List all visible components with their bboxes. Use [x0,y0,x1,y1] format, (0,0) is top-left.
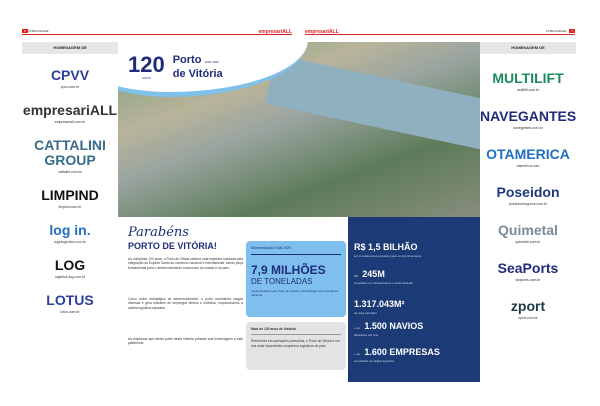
header-right: empresariALL 7 PUBLICIDADE [305,29,575,35]
article-heading: PORTO DE VITÓRIA! [128,241,217,251]
sponsor-logo: OTAMERICA otamerica.com [480,146,576,169]
stat-note: atracados por ano [354,333,379,337]
history-box: Mais de 120 anos de história Referência … [246,322,346,370]
highlight-note: movimentadas pelo Porto de Vitória, cons… [251,289,338,297]
sponsor-logo-mark: LIMPIND [41,187,99,203]
stat-note: envolvidas na cadeia logística [354,359,394,363]
sponsor-url: cpvv.com.br [60,85,80,89]
script-heading: Parabéns [128,225,189,240]
title-line1: Porto [172,54,202,66]
sponsor-url: poseidonseguros.com.br [508,202,548,206]
sponsor-url: seaports.com.br [515,278,541,282]
left-sidebar: HOMENAGEM DE CPVV cpvv.com.br empresariALL… [22,42,118,384]
sponsor-logo: NAVEGANTES navegantes.com.br [480,108,577,131]
page-number: 6 [22,29,28,33]
header-rule [22,34,292,35]
sponsor-logo-mark: log in. [49,222,91,238]
stat-value: R$ 1,5 BILHÃO [354,242,418,252]
sponsor-url: otamerica.com [516,164,540,168]
sponsor-logo: Quimetal quimetal.com.br [480,222,576,245]
sponsor-url: cattalini.com.br [58,170,82,174]
main-feature: 120 ANOS Porto 1906-2026 de Vitória Para… [118,42,480,382]
brand-label: empresariALL [258,29,292,35]
article-paragraph: Ao completar 120 anos, o Porto de Vitóri… [128,257,243,270]
title-years: 1906-2026 [204,60,219,64]
sponsor-logo: Poseidon poseidonseguros.com.br [480,184,576,207]
sponsor-logo-mark: zport [510,298,546,314]
sponsor-logo-mark: NAVEGANTES [480,108,577,124]
stat-value: 1.600 EMPRESAS [364,347,440,357]
stat-item: 1.317.043M² de área portuária [354,294,405,316]
sponsor-url: zport.com.br [518,316,538,320]
stat-value: 245M [362,269,385,279]
sponsor-logo: SeaPorts seaports.com.br [480,260,576,283]
stat-prefix: + de [354,352,360,356]
sponsor-url: lotus.com.br [60,310,80,314]
stat-note: em investimentos previstos para os próxi… [354,254,422,258]
stat-prefix: R$ [354,274,358,278]
stat-item: R$ 245M investidos em infraestrutura e mo… [354,264,413,286]
sponsor-url: navegantes.com.br [513,126,543,130]
sponsor-logo: LOG logistica-log.com.br [22,257,118,280]
history-title: Mais de 120 anos de história [251,327,341,336]
stat-note: de área portuária [354,311,377,315]
hero-title: 120 ANOS Porto 1906-2026 de Vitória [128,52,223,81]
sidebar-heading: HOMENAGEM DE [22,42,118,54]
sponsor-logo-mark: LOTUS [46,292,94,308]
sidebar-heading: HOMENAGEM DE [480,42,576,54]
anniversary-number: 120 [128,52,165,77]
sponsor-logo-mark: empresariALL [22,102,118,118]
sponsor-logo-mark: MULTILIFT [492,70,564,86]
sponsor-logo: CPVV cpvv.com.br [22,67,118,90]
sponsor-logo: empresariALL empresariall.com.br [22,102,118,125]
right-sidebar: HOMENAGEM DE MULTILIFT multilift.com.br NA… [480,42,576,384]
sponsor-url: limpind.com.br [58,205,82,209]
highlight-box: Movimentação Total 2025 7,9 MILHÕES DE T… [246,241,346,317]
sponsor-logo-mark: SeaPorts [497,260,559,276]
sponsor-url: quimetal.com.br [515,240,541,244]
sponsor-url: empresariall.com.br [54,120,86,124]
sponsor-logo: CATTALINI GROUP cattalini.com.br [22,137,118,175]
sponsor-logo: LIMPIND limpind.com.br [22,187,118,210]
article-paragraph: As empresas que fazem parte desta histór… [128,337,243,346]
highlight-label: Movimentação Total 2025 [251,246,341,255]
sponsor-logo-mark: CPVV [50,67,90,83]
highlight-unit: DE TONELADAS [251,277,313,286]
stat-prefix: + de [354,326,360,330]
stat-item: R$ 1,5 BILHÃO em investimentos previstos … [354,237,421,259]
section-label: PUBLICIDADE [546,29,567,33]
title-line2: de Vitória [172,68,223,80]
stat-value: 1.317.043M² [354,299,405,309]
header-left: 6 PUBLICIDADE empresariALL [22,29,292,35]
stat-note: investidos em infraestrutura e moderniza… [354,281,414,285]
sponsor-logo: log in. loginlogistica.com.br [22,222,118,245]
stat-item: + de 1.600 EMPRESAS envolvidas na cadeia … [354,342,440,364]
anniversary-caption: ANOS [142,76,151,80]
sponsor-url: multilift.com.br [516,88,540,92]
sponsor-logo-mark: Poseidon [496,184,560,200]
sponsor-logo: LOTUS lotus.com.br [22,292,118,315]
stats-panel [348,217,480,382]
page-number: 7 [569,29,575,33]
sponsor-logo-mark: LOG [54,257,86,273]
sponsor-logo-mark: Quimetal [498,222,558,238]
header-rule [305,34,575,35]
sponsor-url: loginlogistica.com.br [54,240,86,244]
sponsor-logo: zport zport.com.br [480,298,576,321]
sponsor-logo-mark: OTAMERICA [486,146,570,162]
stat-value: 1.500 NAVIOS [364,321,424,331]
brand-label: empresariALL [305,29,339,35]
section-label: PUBLICIDADE [28,29,49,33]
history-text: Referência em operações portuárias, o Po… [251,339,340,348]
sponsor-logo: MULTILIFT multilift.com.br [480,70,576,93]
highlight-value: 7,9 MILHÕES [251,263,326,277]
stat-item: + de 1.500 NAVIOS atracados por ano [354,316,423,338]
article-paragraph: Como motor estratégico do desenvolviment… [128,297,243,310]
sponsor-url: logistica-log.com.br [54,275,86,279]
sponsor-logo-mark: CATTALINI GROUP [34,137,106,168]
